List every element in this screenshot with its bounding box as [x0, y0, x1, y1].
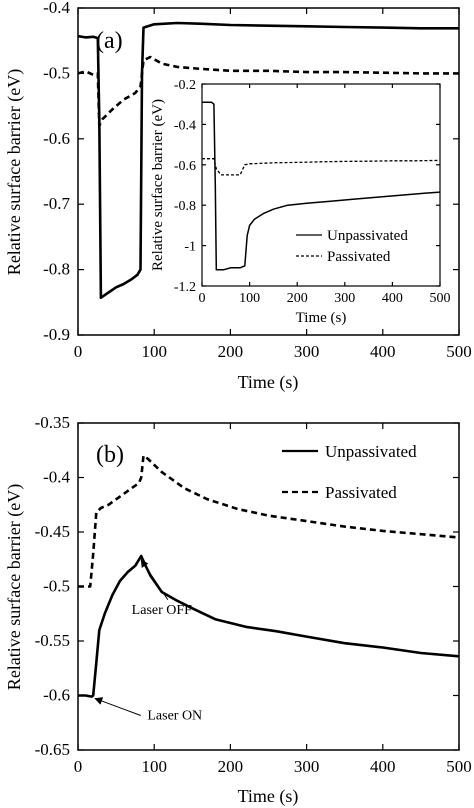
panel-a-x-tick-label: 100 — [141, 342, 167, 361]
panel-b-annotations: Laser OFF Laser ON — [94, 559, 202, 723]
inset-ticks: 0 100 200 300 400 500 -1.2 -1 -0.8 -0.6 -0.4 -0.2 — [174, 78, 451, 306]
panel-a-label: (a) — [96, 28, 123, 54]
panel-b-label: (b) — [96, 442, 124, 468]
inset-legend: Unpassivated Passivated — [296, 228, 408, 265]
panel-b-y-tick-label: -0.5 — [43, 577, 70, 596]
inset-y-tick-label: -1 — [184, 240, 196, 255]
panel-b-y-tick-label: -0.45 — [35, 522, 70, 541]
inset-x-tick-label: 200 — [287, 291, 308, 306]
panel-b-y-axis-label: Relative surface barrier (eV) — [4, 484, 25, 690]
panel-b-series-passivated-line — [78, 454, 460, 588]
annotation-laser-off-label: Laser OFF — [132, 603, 192, 618]
panel-a-series-dashed-line — [77, 55, 459, 127]
panel-a-y-tick-label: -0.7 — [43, 194, 70, 213]
panel-a-y-tick-label: -0.6 — [43, 129, 70, 148]
panel-b-chart: 0 100 200 300 400 500 -0.65 -0.6 -0.55 -0.5 -0.45 -… — [4, 413, 472, 807]
panel-a-chart: 0 100 200 300 400 500 -0.9 -0.8 -0.7 -0.6 -0.5 -0.4… — [4, 0, 472, 393]
panel-a-y-tick-label: -0.9 — [43, 325, 70, 344]
inset-series-unpassivated-line — [202, 101, 441, 271]
panel-b-ticks: 0 100 200 300 400 500 -0.65 -0.6 -0.55 -0.5 -0.45 -… — [35, 413, 472, 776]
panel-a-x-tick-label: 400 — [370, 342, 396, 361]
panel-b-y-tick-label: -0.55 — [35, 631, 70, 650]
panel-b-plot-frame — [77, 422, 460, 751]
panel-a-x-tick-label: 300 — [294, 342, 320, 361]
panel-a-y-tick-label: -0.4 — [43, 0, 70, 17]
panel-a-plot-frame — [77, 7, 460, 336]
panel-a-x-tick-label: 0 — [74, 342, 83, 361]
panel-b-x-tick-label: 200 — [218, 757, 244, 776]
inset-plot-frame — [201, 83, 441, 287]
annotation-laser-on-arrow — [94, 697, 141, 716]
inset-y-tick-label: -1.2 — [174, 280, 196, 295]
panel-a-inset-chart: 0 100 200 300 400 500 -1.2 -1 -0.8 -0.6 -0.4 -0.2 T… — [150, 78, 451, 326]
inset-y-tick-label: -0.8 — [174, 199, 196, 214]
inset-x-tick-label: 100 — [239, 291, 260, 306]
inset-legend-label-passivated: Passivated — [327, 249, 391, 265]
inset-y-tick-label: -0.2 — [174, 78, 196, 93]
inset-y-tick-label: -0.4 — [174, 118, 196, 133]
panel-b-y-tick-label: -0.65 — [35, 740, 70, 759]
panel-b-x-axis-label: Time (s) — [238, 786, 299, 807]
legend-label-passivated: Passivated — [325, 483, 397, 502]
panel-b-y-tick-label: -0.35 — [35, 413, 70, 432]
panel-b-x-tick-label: 300 — [294, 757, 320, 776]
panel-a-y-axis-label: Relative surface barrier (eV) — [4, 69, 25, 275]
annotation-laser-off-arrow — [140, 559, 169, 601]
annotation-laser-on-label: Laser ON — [147, 708, 202, 723]
inset-x-tick-label: 400 — [382, 291, 403, 306]
panel-b-series-unpassivated-line — [78, 554, 460, 698]
panel-a-series — [77, 21, 459, 299]
panel-a-y-tick-label: -0.8 — [43, 260, 70, 279]
inset-legend-label-unpassivated: Unpassivated — [327, 228, 408, 244]
panel-b-x-tick-label: 400 — [370, 757, 396, 776]
panel-a-x-axis-label: Time (s) — [238, 372, 299, 393]
panel-b-legend: Unpassivated Passivated — [282, 442, 417, 502]
panel-b-series — [78, 454, 460, 698]
inset-x-tick-label: 300 — [334, 291, 355, 306]
inset-plot-background — [202, 84, 440, 286]
panel-b-x-tick-label: 500 — [446, 757, 472, 776]
inset-x-tick-label: 0 — [199, 291, 206, 306]
inset-y-axis-label: Relative surface barrier (eV) — [150, 99, 166, 271]
inset-series-passivated-line — [202, 158, 441, 176]
panel-b-x-tick-label: 0 — [74, 757, 83, 776]
panel-a-ticks: 0 100 200 300 400 500 -0.9 -0.8 -0.7 -0.6 -0.5 -0.4 — [43, 0, 472, 361]
panel-b-y-tick-label: -0.6 — [43, 686, 70, 705]
panel-b-y-tick-label: -0.4 — [43, 468, 70, 487]
panel-a-x-tick-label: 500 — [446, 342, 472, 361]
inset-x-axis-label: Time (s) — [296, 310, 347, 326]
inset-series — [202, 101, 441, 271]
inset-y-tick-label: -0.6 — [174, 159, 196, 174]
panel-a-y-tick-label: -0.5 — [43, 63, 70, 82]
inset-x-tick-label: 500 — [430, 291, 451, 306]
panel-a-x-tick-label: 200 — [218, 342, 244, 361]
legend-label-unpassivated: Unpassivated — [325, 442, 417, 461]
panel-b-x-tick-label: 100 — [141, 757, 167, 776]
